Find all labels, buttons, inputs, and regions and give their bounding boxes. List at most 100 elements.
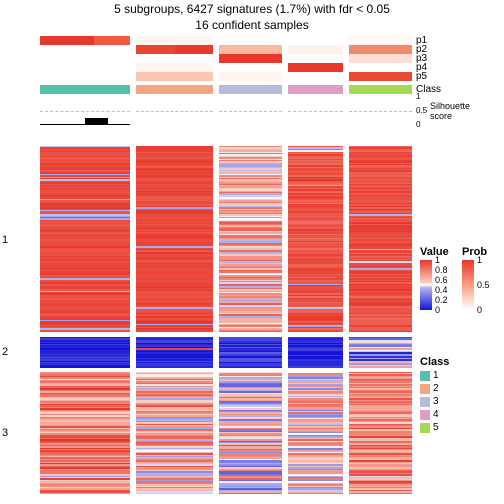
- anno-p3-g4: [349, 54, 412, 63]
- heatmap-block-r0-c1: [136, 146, 213, 333]
- heatmap-stripe: [288, 331, 344, 332]
- legend-class-row-1: 2: [420, 383, 439, 394]
- silhouette-midline-g0: [40, 111, 130, 112]
- anno-p5-g3: [288, 72, 344, 81]
- legend-class-label-0: 1: [433, 370, 439, 381]
- title-line2: 16 confident samples: [0, 18, 504, 32]
- anno-p5-g4: [349, 72, 412, 81]
- legend-class-label-3: 4: [433, 409, 439, 420]
- legend-class-label-4: 5: [433, 422, 439, 433]
- anno-p1-g0: [40, 36, 94, 45]
- heatmap-stripe: [136, 331, 213, 332]
- anno-p1-g2: [219, 36, 282, 45]
- rowgroup-label-0: 1: [2, 234, 8, 246]
- heatmap-block-r1-c3: [288, 337, 344, 368]
- legend-value-tick-2: 0.6: [435, 275, 448, 285]
- class-cell-g2: [219, 85, 282, 94]
- anno-p4-g3: [288, 63, 344, 72]
- anno-p2-g1: [136, 45, 174, 54]
- legend-class-swatch-2: [420, 397, 430, 407]
- heatmap-stripe: [40, 493, 130, 494]
- legend-class-swatch-1: [420, 384, 430, 394]
- legend-prob-tick-0: 1: [477, 255, 482, 265]
- anno-p2-g4: [349, 45, 412, 54]
- legend-class-row-2: 3: [420, 396, 439, 407]
- anno-p5-g1: [136, 72, 213, 81]
- rowgroup-label-2: 3: [2, 427, 8, 439]
- title-line1: 5 subgroups, 6427 signatures (1.7%) with…: [0, 2, 504, 16]
- legend-class-label-2: 3: [433, 396, 439, 407]
- legend-prob-gradient: [462, 260, 474, 310]
- anno-p2-g1: [175, 45, 213, 54]
- legend-prob-tick-1: 0.5: [477, 280, 490, 290]
- anno-p3-g2: [219, 54, 282, 63]
- anno-p3-g1: [136, 54, 213, 63]
- legend-class-label-1: 2: [433, 383, 439, 394]
- heatmap-stripe: [288, 493, 344, 494]
- heatmap-stripe: [288, 366, 344, 367]
- heatmap-stripe: [349, 493, 412, 494]
- legend-class-swatch-0: [420, 371, 430, 381]
- legend-value-tick-3: 0.4: [435, 285, 448, 295]
- legend-class-row-3: 4: [420, 409, 439, 420]
- class-cell-g4: [349, 85, 412, 94]
- legend-class-row-0: 1: [420, 370, 439, 381]
- heatmap-block-r1-c0: [40, 337, 130, 368]
- anno-p5-g0: [40, 72, 130, 81]
- silhouette-midline-g1: [136, 111, 213, 112]
- heatmap-block-r2-c4: [349, 372, 412, 494]
- silhouette-tick-1: 0.5: [416, 106, 427, 115]
- legend-prob-title: Prob: [462, 246, 487, 258]
- heatmap-stripe: [219, 493, 282, 494]
- rowgroup-label-1: 2: [2, 346, 8, 358]
- silhouette-tick-2: 0: [416, 120, 420, 129]
- heatmap-stripe: [219, 331, 282, 332]
- silhouette-tick-0: 1: [416, 92, 420, 101]
- legend-class-title: Class: [420, 356, 449, 368]
- legend-class-swatch-4: [420, 423, 430, 433]
- anno-p4-g4: [349, 63, 412, 72]
- heatmap-stripe: [349, 366, 412, 367]
- heatmap-block-r2-c0: [40, 372, 130, 494]
- silhouette-midline-g3: [288, 111, 344, 112]
- heatmap-block-r2-c1: [136, 372, 213, 494]
- heatmap-stripe: [40, 366, 130, 367]
- anno-p1-g3: [288, 36, 344, 45]
- anno-p5-g2: [219, 72, 282, 81]
- anno-p4-g2: [219, 63, 282, 72]
- anno-p1-g1: [136, 36, 213, 45]
- heatmap-stripe: [219, 366, 282, 367]
- class-cell-g0: [40, 85, 130, 94]
- legend-value-gradient: [420, 260, 432, 310]
- heatmap-block-r2-c3: [288, 372, 344, 494]
- heatmap-block-r0-c0: [40, 146, 130, 333]
- heatmap-block-r1-c4: [349, 337, 412, 368]
- silhouette-midline-g4: [349, 111, 412, 112]
- silhouette-bar-g0-2: [85, 97, 108, 118]
- legend-class-row-4: 5: [420, 422, 439, 433]
- anno-p4-g1: [136, 63, 213, 72]
- legend-value-tick-5: 0: [435, 305, 440, 315]
- heatmap-stripe: [136, 493, 213, 494]
- heatmap-stripe: [40, 331, 130, 332]
- heatmap-block-r0-c3: [288, 146, 344, 333]
- heatmap-block-r0-c2: [219, 146, 282, 333]
- heatmap-block-r2-c2: [219, 372, 282, 494]
- heatmap-block-r0-c4: [349, 146, 412, 333]
- anno-p2-g0: [40, 45, 130, 54]
- heatmap-stripe: [136, 366, 213, 367]
- legend-value-tick-4: 0.2: [435, 295, 448, 305]
- heatmap-stripe: [349, 331, 412, 332]
- legend-class-swatch-3: [420, 410, 430, 420]
- anno-p4-g0: [40, 63, 130, 72]
- legend-prob-tick-2: 0: [477, 305, 482, 315]
- anno-p2-g3: [288, 45, 344, 54]
- class-cell-g1: [136, 85, 213, 94]
- anno-label-p5: p5: [416, 71, 427, 82]
- heatmap-block-r1-c2: [219, 337, 282, 368]
- anno-p1-g0: [94, 36, 130, 45]
- anno-p1-g4: [349, 36, 412, 45]
- anno-p3-g3: [288, 54, 344, 63]
- heatmap-block-r1-c1: [136, 337, 213, 368]
- class-cell-g3: [288, 85, 344, 94]
